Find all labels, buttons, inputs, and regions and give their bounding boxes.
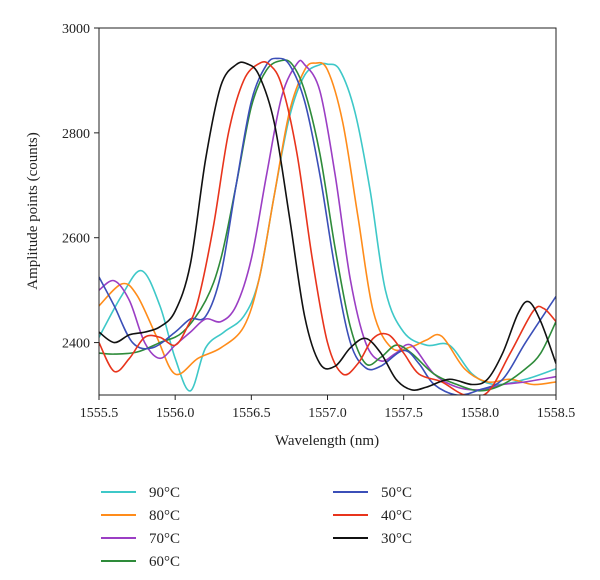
x-tick-label: 1555.5 <box>80 406 119 421</box>
series-line-6 <box>99 61 556 395</box>
x-tick-label: 1556.0 <box>156 406 195 421</box>
legend-label: 90°C <box>149 485 180 501</box>
series-line-1 <box>99 62 556 392</box>
legend-label: 70°C <box>149 531 180 547</box>
series-line-7 <box>99 61 556 391</box>
legend-label: 30°C <box>381 531 412 547</box>
legend-item: 80°C <box>101 508 180 524</box>
legend-label: 60°C <box>149 554 180 570</box>
legend-item: 40°C <box>333 508 412 524</box>
legend-item: 50°C <box>333 485 412 501</box>
legend-label: 40°C <box>381 508 412 524</box>
x-axis: 1555.5 1556.0 1556.5 1557.0 1557.5 1558.0 1558… <box>80 395 576 421</box>
y-axis-title: Amplitude points (counts) <box>25 132 41 290</box>
legend-label: 80°C <box>149 508 180 524</box>
y-axis: 2400 2600 2800 3000 <box>62 22 99 352</box>
y-tick-label: 2800 <box>62 127 90 142</box>
x-tick-label: 1557.5 <box>384 406 423 421</box>
series-line-2 <box>99 61 556 386</box>
legend-item: 30°C <box>333 531 412 547</box>
legend-item: 70°C <box>101 531 180 547</box>
y-tick-label: 2400 <box>62 337 90 352</box>
x-tick-label: 1556.5 <box>232 406 271 421</box>
y-tick-label: 3000 <box>62 22 90 37</box>
x-tick-label: 1557.0 <box>308 406 347 421</box>
legend-label: 50°C <box>381 485 412 501</box>
series-line-3 <box>99 59 556 391</box>
x-axis-title: Wavelength (nm) <box>275 433 379 449</box>
x-tick-label: 1558.5 <box>537 406 576 421</box>
series-line-4 <box>99 59 556 392</box>
series-layer <box>99 57 556 395</box>
y-tick-label: 2600 <box>62 232 90 247</box>
series-line-5 <box>99 57 556 395</box>
legend-item: 90°C <box>101 485 180 501</box>
x-tick-label: 1558.0 <box>461 406 500 421</box>
legend: 90°C 80°C 70°C 60°C 50°C 40°C 30°C <box>101 485 412 570</box>
legend-item: 60°C <box>101 554 180 570</box>
